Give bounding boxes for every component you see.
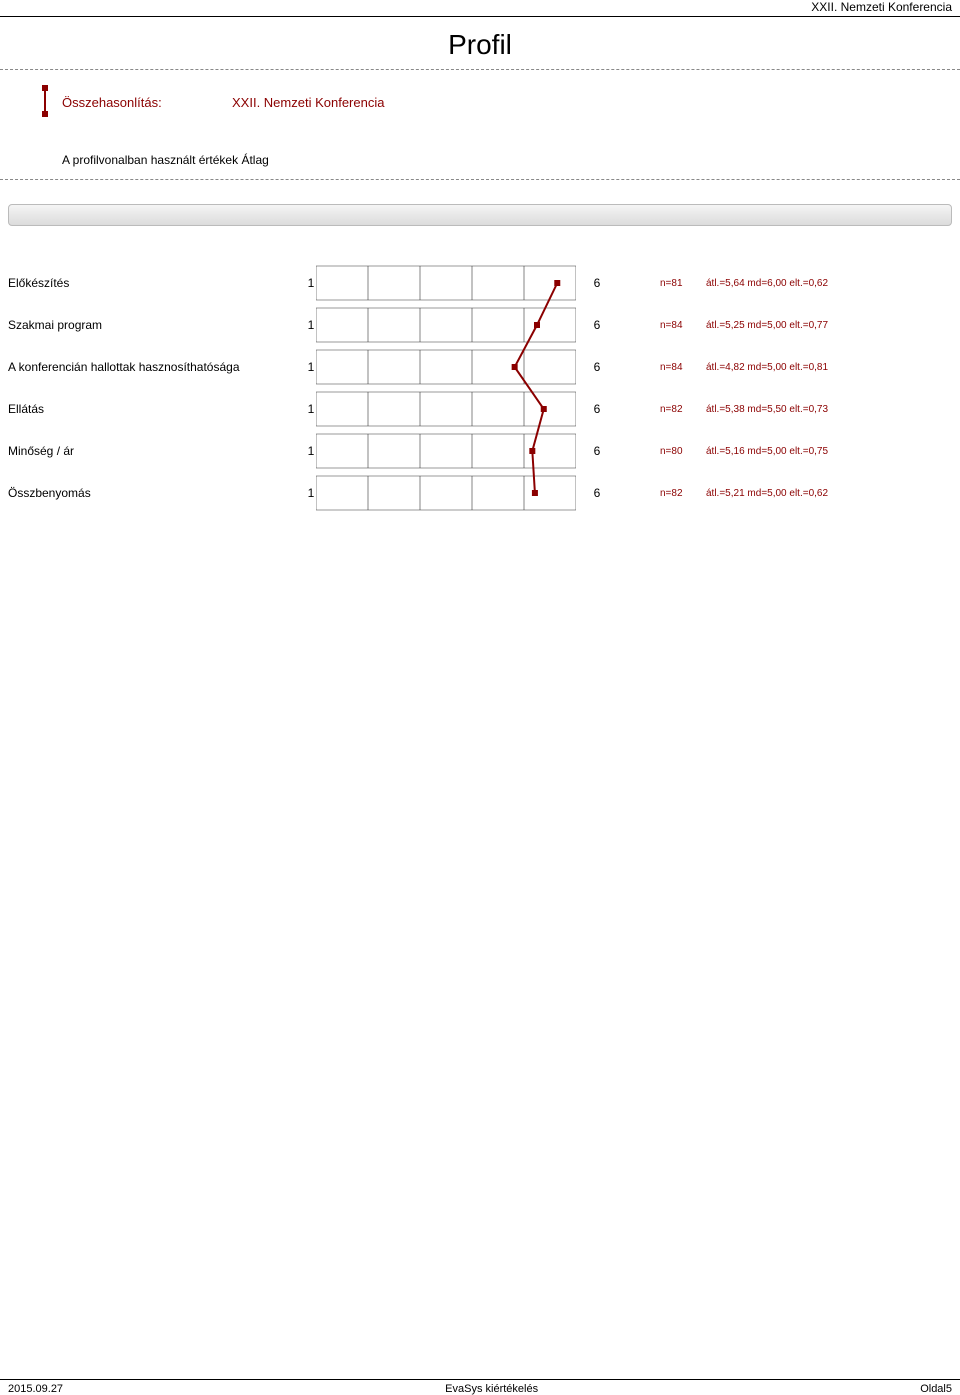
stats-n: n=80	[660, 446, 706, 457]
stats-detail: átl.=5,21 md=5,00 elt.=0,62	[706, 488, 828, 499]
stats-n: n=84	[660, 320, 706, 331]
profile-row: Előkészítés1 6 n=81átl.=5,64 md=6,00 elt.=…	[8, 262, 952, 304]
profile-row: Szakmai program1 6 n=84átl.=5,25 md=5,00 e…	[8, 304, 952, 346]
scale-min: 1	[298, 486, 324, 500]
footer-page: Oldal5	[920, 1383, 952, 1395]
chart-cell	[324, 304, 584, 346]
scale-min: 1	[298, 318, 324, 332]
row-label: Minőség / ár	[8, 444, 298, 458]
chart-cell	[324, 262, 584, 304]
stats-n: n=84	[660, 362, 706, 373]
scale-min: 1	[298, 444, 324, 458]
chart-cell	[324, 430, 584, 472]
profile-row: Ellátás1 6 n=82átl.=5,38 md=5,50 elt.=0,73	[8, 388, 952, 430]
gray-section-bar	[8, 204, 952, 226]
stats-n: n=82	[660, 488, 706, 499]
stats-detail: átl.=5,25 md=5,00 elt.=0,77	[706, 320, 828, 331]
footer-center: EvaSys kiértékelés	[445, 1383, 538, 1395]
profile-row: Minőség / ár1 6 n=80átl.=5,16 md=5,00 elt.…	[8, 430, 952, 472]
subtitle-text: A profilvonalban használt értékek Átlag	[62, 153, 960, 167]
stats-detail: átl.=4,82 md=5,00 elt.=0,81	[706, 362, 828, 373]
chart-cell	[324, 346, 584, 388]
scale-max: 6	[584, 360, 610, 374]
row-label: Szakmai program	[8, 318, 298, 332]
legend-value: XXII. Nemzeti Konferencia	[232, 95, 384, 110]
page-footer: 2015.09.27 EvaSys kiértékelés Oldal5	[0, 1379, 960, 1395]
scale-max: 6	[584, 444, 610, 458]
stats-detail: átl.=5,16 md=5,00 elt.=0,75	[706, 446, 828, 457]
footer-date: 2015.09.27	[8, 1383, 63, 1395]
legend-row: Összehasonlítás: XXII. Nemzeti Konferenc…	[38, 84, 960, 121]
scale-max: 6	[584, 276, 610, 290]
stats-detail: átl.=5,64 md=6,00 elt.=0,62	[706, 278, 828, 289]
page-title: Profil	[0, 29, 960, 61]
stats-detail: átl.=5,38 md=5,50 elt.=0,73	[706, 404, 828, 415]
scale-max: 6	[584, 318, 610, 332]
profile-row: A konferencián hallottak hasznosíthatósá…	[8, 346, 952, 388]
header-rule	[0, 16, 960, 17]
profile-row: Összbenyomás1 6 n=82átl.=5,21 md=5,00 elt.…	[8, 472, 952, 514]
stats-n: n=81	[660, 278, 706, 289]
row-label: A konferencián hallottak hasznosíthatósá…	[8, 360, 298, 374]
legend-marker-icon	[38, 84, 52, 121]
row-label: Előkészítés	[8, 276, 298, 290]
scale-max: 6	[584, 402, 610, 416]
dashed-rule-bottom	[0, 179, 960, 180]
profile-rows: Előkészítés16n=81átl.=5,64 md=6,00 elt.=…	[0, 262, 960, 514]
scale-max: 6	[584, 486, 610, 500]
legend-label: Összehasonlítás:	[62, 95, 222, 110]
row-label: Ellátás	[8, 402, 298, 416]
row-label: Összbenyomás	[8, 486, 298, 500]
scale-min: 1	[298, 276, 324, 290]
header-right: XXII. Nemzeti Konferencia	[0, 0, 960, 16]
scale-min: 1	[298, 360, 324, 374]
stats-n: n=82	[660, 404, 706, 415]
chart-cell	[324, 472, 584, 514]
scale-min: 1	[298, 402, 324, 416]
chart-cell	[324, 388, 584, 430]
